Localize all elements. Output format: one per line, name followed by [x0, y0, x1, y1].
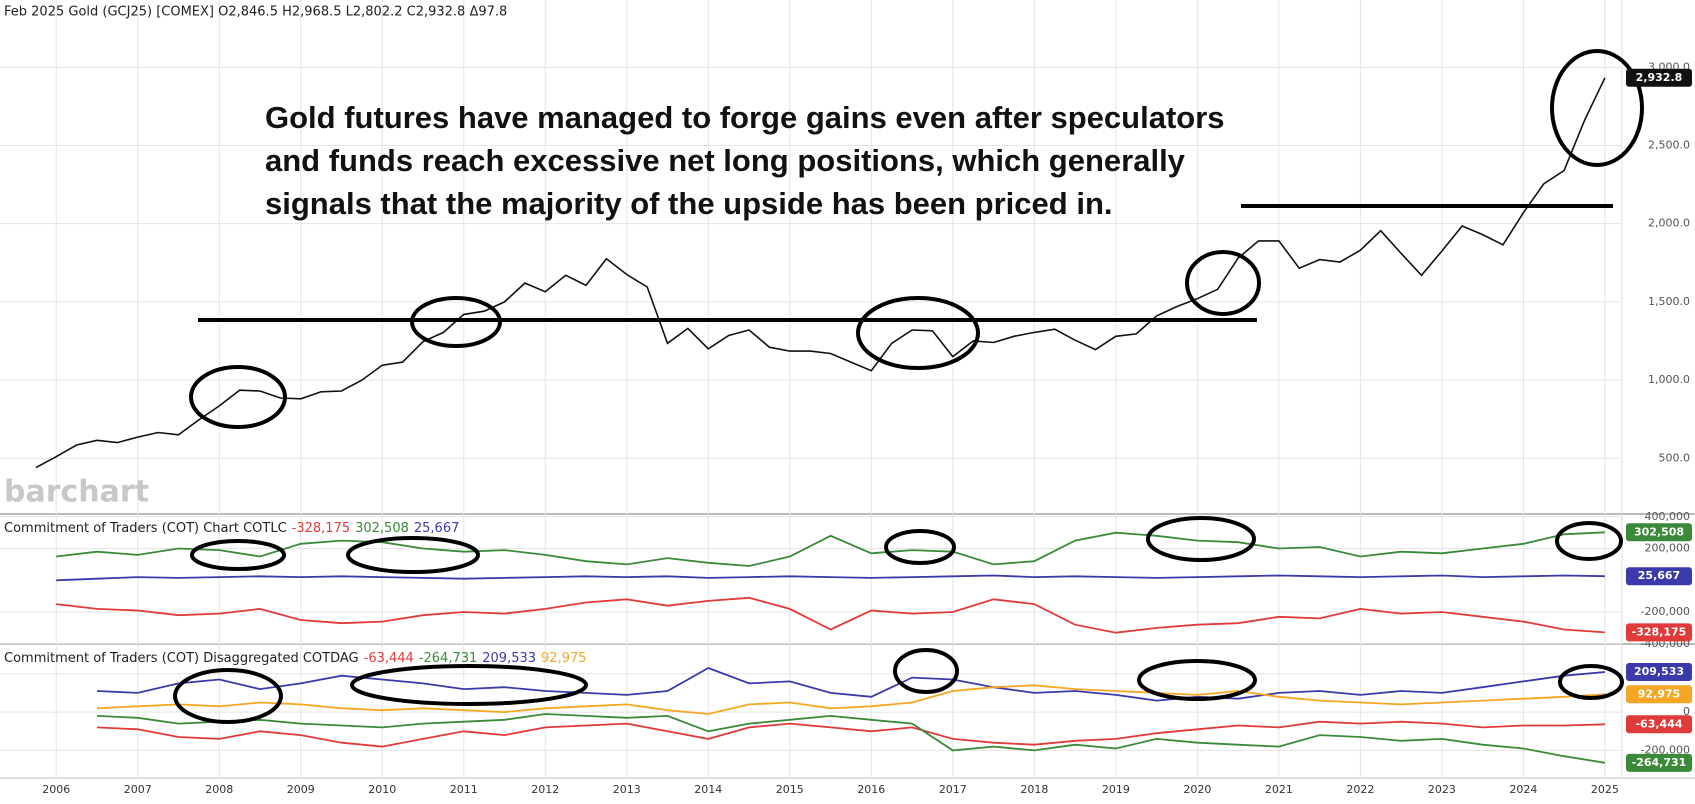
highlight-ellipse: [1550, 49, 1644, 167]
panel-title-text: Commitment of Traders (COT) Disaggregate…: [4, 651, 359, 666]
y-tick-label: 500.0: [1659, 451, 1691, 464]
x-tick-label: 2006: [42, 783, 70, 796]
legend-value: 302,508: [355, 521, 409, 536]
x-tick-label: 2013: [613, 783, 641, 796]
highlight-ellipse: [884, 529, 956, 565]
highlight-ellipse: [893, 648, 959, 694]
highlight-ellipse: [190, 539, 286, 571]
x-tick-label: 2009: [287, 783, 315, 796]
annotation-text: signals that the majority of the upside …: [265, 186, 1113, 221]
y-tick-label: 1,500.0: [1648, 295, 1690, 308]
value-badge: [1626, 685, 1692, 704]
y-tick-label: -200,000: [1641, 605, 1690, 618]
panel-title-text: Commitment of Traders (COT) Chart COTLC: [4, 521, 287, 536]
x-tick-label: 2015: [776, 783, 804, 796]
x-tick-label: 2022: [1346, 783, 1374, 796]
series-line: [56, 531, 1605, 567]
highlight-ellipse: [189, 365, 287, 429]
value-badge-label: -63,444: [1635, 717, 1682, 730]
y-tick-label: 1,000.0: [1648, 373, 1690, 386]
x-tick-label: 2019: [1102, 783, 1130, 796]
y-tick-label: 400,000: [1645, 510, 1691, 523]
x-tick-label: 2014: [694, 783, 722, 796]
legend-value: -264,731: [419, 651, 477, 666]
series-line: [56, 596, 1605, 634]
panel-title: Commitment of Traders (COT) Chart COTLC -…: [4, 521, 459, 536]
value-badge-label: 25,667: [1638, 569, 1680, 582]
series-line: [96, 720, 1605, 748]
highlight-ellipse: [346, 536, 480, 574]
highlight-ellipse: [856, 296, 980, 370]
x-tick-label: 2011: [450, 783, 478, 796]
y-tick-label: 2,500.0: [1648, 138, 1690, 151]
annotation-text: Gold futures have managed to forge gains…: [265, 100, 1225, 135]
y-tick-label: 2,000.0: [1648, 217, 1690, 230]
x-tick-label: 2018: [1020, 783, 1048, 796]
value-badge: [1626, 523, 1692, 542]
highlight-ellipse: [410, 296, 502, 348]
x-tick-label: 2020: [1183, 783, 1211, 796]
value-badge-label: -264,731: [1632, 756, 1687, 769]
value-badge: [1626, 662, 1692, 681]
x-tick-label: 2016: [857, 783, 885, 796]
value-badge: [1626, 715, 1692, 734]
legend-value: -328,175: [292, 521, 350, 536]
highlight-ellipse: [1555, 521, 1623, 561]
annotation-text: and funds reach excessive net long posit…: [265, 143, 1186, 178]
x-tick-label: 2025: [1591, 783, 1619, 796]
value-badge: [1626, 753, 1692, 772]
highlight-ellipse: [173, 668, 283, 724]
value-badge-label: 209,533: [1634, 665, 1684, 678]
x-tick-label: 2007: [124, 783, 152, 796]
highlight-ellipse: [1558, 664, 1624, 700]
legend-value: 92,975: [541, 651, 587, 666]
highlight-ellipse: [1185, 250, 1261, 316]
highlight-ellipse: [350, 664, 588, 706]
x-tick-label: 2012: [531, 783, 559, 796]
highlight-ellipse: [1146, 516, 1256, 562]
highlight-ellipse: [1137, 659, 1257, 701]
series-line: [56, 574, 1605, 582]
x-tick-label: 2024: [1509, 783, 1537, 796]
annotations: [173, 49, 1644, 724]
legend-value: 209,533: [482, 651, 536, 666]
panel-title: Commitment of Traders (COT) Disaggregate…: [4, 651, 587, 666]
y-tick-label: 0: [1683, 705, 1690, 718]
legend-value: -63,444: [364, 651, 414, 666]
x-tick-label: 2023: [1428, 783, 1456, 796]
y-tick-label: 200,000: [1645, 542, 1691, 555]
value-badge-label: 92,975: [1638, 687, 1680, 700]
series-line: [96, 684, 1605, 715]
value-badge: [1626, 68, 1692, 87]
marks: [0, 0, 1622, 778]
x-tick-label: 2021: [1265, 783, 1293, 796]
x-tick-label: 2017: [939, 783, 967, 796]
value-badge-label: -328,175: [1632, 625, 1687, 638]
x-tick-label: 2010: [368, 783, 396, 796]
series-line: [96, 667, 1605, 702]
value-badge: [1626, 567, 1692, 586]
y-tick-label: -200,000: [1641, 743, 1690, 756]
x-tick-label: 2008: [205, 783, 233, 796]
chart-title: Feb 2025 Gold (GCJ25) [COMEX] O2,846.5 H…: [4, 5, 507, 20]
value-badge-label: 2,932.8: [1636, 71, 1683, 84]
value-badge: [1626, 623, 1692, 642]
watermark: barchart: [4, 475, 149, 510]
legend-value: 25,667: [414, 521, 460, 536]
series-line: [96, 713, 1606, 764]
series-line: [35, 77, 1606, 469]
value-badge-label: 302,508: [1634, 525, 1684, 538]
